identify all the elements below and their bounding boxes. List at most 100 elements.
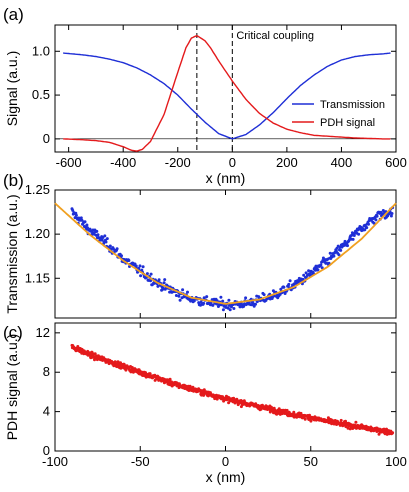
legend-label: PDH signal <box>320 117 375 129</box>
data-point <box>188 384 192 388</box>
data-point <box>309 419 313 423</box>
data-point <box>104 240 108 244</box>
data-point <box>354 420 358 424</box>
plot-frame <box>54 24 397 153</box>
data-point <box>100 238 104 242</box>
data-point <box>240 399 244 403</box>
data-point <box>168 377 172 381</box>
data-point <box>227 298 231 302</box>
data-point <box>232 307 236 310</box>
data-point <box>351 237 355 241</box>
x-tick-label: 50 <box>304 454 318 469</box>
data-point <box>174 294 178 297</box>
data-point <box>391 431 395 435</box>
data-point <box>108 244 112 248</box>
y-tick-label: 4 <box>43 404 50 419</box>
data-point <box>134 264 138 268</box>
y-tick-label: 8 <box>43 364 50 379</box>
data-point <box>105 237 109 241</box>
data-point <box>257 295 261 299</box>
data-point <box>292 410 296 414</box>
data-point <box>145 272 149 276</box>
data-point <box>139 274 143 278</box>
x-tick-label: 0 <box>222 454 229 469</box>
panel-a: (a) -600 -400 -200 0 200 400 600 0 0.5 1.0 x (nm) Si… <box>3 5 407 186</box>
data-point <box>149 279 152 283</box>
data-point <box>352 234 356 237</box>
panel-label: (b) <box>3 171 24 190</box>
data-point <box>202 301 206 305</box>
data-point <box>74 213 78 217</box>
data-point <box>83 220 87 224</box>
data-point <box>339 248 343 252</box>
y-tick-label: 1.25 <box>25 182 50 197</box>
fit-curve <box>54 202 397 305</box>
y-tick-label: 1.0 <box>32 43 50 58</box>
data-point <box>205 295 209 299</box>
data-point <box>148 372 152 376</box>
x-tick-label: 200 <box>276 155 298 170</box>
data-point <box>389 214 393 218</box>
y-axis-title: PDH signal (a.u.) <box>4 334 20 441</box>
data-point <box>343 239 347 243</box>
x-tick-label: -600 <box>56 155 82 170</box>
y-axis-title: Transmission (a.u.) <box>4 194 20 313</box>
data-point <box>346 244 349 248</box>
data-point <box>299 411 303 415</box>
data-point <box>307 269 311 273</box>
panel-label: (a) <box>3 5 24 24</box>
pdh-signal-curve <box>63 34 391 152</box>
data-point <box>96 233 100 237</box>
data-point <box>149 272 153 276</box>
x-tick-label: -100 <box>42 454 68 469</box>
data-point <box>186 290 189 294</box>
data-point <box>288 279 292 283</box>
data-point <box>282 285 286 289</box>
x-tick-label: 400 <box>331 155 353 170</box>
x-tick-label: 600 <box>385 155 407 170</box>
data-point <box>202 296 206 300</box>
data-point <box>302 273 306 277</box>
data-point <box>357 232 361 236</box>
panel-label: (c) <box>3 323 23 342</box>
data-point <box>221 308 225 312</box>
data-point <box>285 408 289 412</box>
data-point <box>103 234 107 238</box>
data-point <box>375 214 379 218</box>
data-point <box>156 284 160 288</box>
data-point <box>163 278 167 282</box>
data-point <box>202 388 206 392</box>
data-point <box>332 254 336 258</box>
data-point <box>283 292 287 295</box>
data-point <box>390 212 394 215</box>
data-point <box>303 417 307 421</box>
data-point <box>162 281 166 285</box>
data-point <box>262 293 266 297</box>
legend-label: Transmission <box>320 99 385 111</box>
data-point <box>219 295 223 299</box>
x-tick-label: 0 <box>229 155 236 170</box>
data-point <box>319 263 323 267</box>
data-point <box>320 266 324 270</box>
data-point <box>115 247 119 251</box>
y-tick-label: 1.20 <box>25 226 50 241</box>
data-point <box>367 222 370 226</box>
data-point <box>365 226 369 230</box>
data-point <box>292 282 296 286</box>
data-point <box>242 304 246 308</box>
data-point <box>127 259 131 262</box>
data-point <box>191 385 195 389</box>
data-point <box>95 229 99 233</box>
data-point <box>163 287 167 291</box>
data-point <box>238 305 242 309</box>
y-tick-label: 0.5 <box>32 87 50 102</box>
plot-frame <box>54 322 397 452</box>
data-point <box>71 208 75 212</box>
data-point <box>316 268 320 272</box>
y-axis-title: Signal (a.u.) <box>4 51 20 126</box>
data-point <box>228 308 232 312</box>
panel-c: (c) -100 -50 0 50 100 0 4 8 12 x (nm) PDH signal (a… <box>3 322 407 485</box>
x-tick-label: -200 <box>165 155 191 170</box>
data-point <box>244 296 248 300</box>
